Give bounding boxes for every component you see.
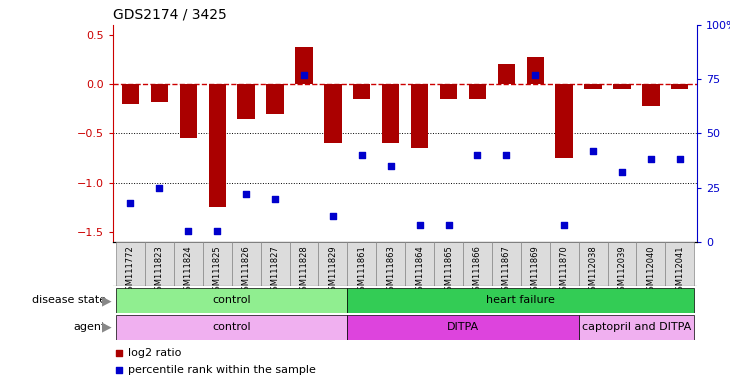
Text: DITPA: DITPA (447, 322, 479, 333)
Point (587, 148, 599, 154)
Text: ▶: ▶ (102, 294, 112, 307)
Bar (237, 84, 255, 119)
FancyBboxPatch shape (116, 288, 347, 313)
FancyBboxPatch shape (318, 242, 347, 286)
Bar (296, 47, 312, 84)
Text: heart failure: heart failure (486, 295, 556, 306)
FancyBboxPatch shape (492, 242, 520, 286)
Point (501, 152, 512, 158)
Text: GSM111827: GSM111827 (271, 245, 280, 296)
Bar (440, 84, 457, 99)
FancyBboxPatch shape (376, 242, 405, 286)
FancyBboxPatch shape (405, 242, 434, 286)
Bar (411, 84, 429, 148)
FancyBboxPatch shape (174, 242, 203, 286)
FancyBboxPatch shape (579, 242, 607, 286)
Point (269, 195, 281, 202)
Point (558, 222, 570, 228)
Text: GSM112038: GSM112038 (588, 245, 598, 296)
Text: GSM111870: GSM111870 (560, 245, 569, 296)
Bar (324, 84, 342, 143)
Bar (613, 84, 631, 89)
Bar (526, 56, 544, 84)
Point (212, 228, 223, 234)
Point (616, 169, 628, 175)
Point (674, 156, 685, 162)
Text: ▶: ▶ (102, 321, 112, 334)
Point (453, 149, 464, 155)
FancyBboxPatch shape (231, 242, 261, 286)
FancyBboxPatch shape (290, 242, 318, 286)
Point (472, 152, 483, 158)
Text: GSM111824: GSM111824 (184, 245, 193, 296)
Point (385, 163, 396, 169)
Text: GDS2174 / 3425: GDS2174 / 3425 (113, 7, 227, 21)
FancyBboxPatch shape (261, 242, 290, 286)
Text: agent: agent (74, 322, 106, 333)
Bar (498, 65, 515, 84)
Point (356, 152, 368, 158)
Point (414, 222, 426, 228)
Text: GSM111823: GSM111823 (155, 245, 164, 296)
Text: GSM111865: GSM111865 (444, 245, 453, 296)
Bar (266, 84, 284, 114)
Bar (585, 84, 602, 89)
FancyBboxPatch shape (145, 242, 174, 286)
Bar (122, 84, 139, 104)
FancyBboxPatch shape (347, 315, 579, 340)
Point (182, 228, 194, 234)
Text: GSM111867: GSM111867 (502, 245, 511, 296)
FancyBboxPatch shape (347, 242, 376, 286)
Bar (671, 84, 688, 89)
Text: captopril and DITPA: captopril and DITPA (582, 322, 691, 333)
Text: disease state: disease state (31, 295, 106, 306)
FancyBboxPatch shape (550, 242, 579, 286)
Bar (150, 84, 168, 102)
Text: control: control (212, 322, 251, 333)
Text: GSM111828: GSM111828 (299, 245, 309, 296)
FancyBboxPatch shape (520, 242, 550, 286)
Point (645, 156, 657, 162)
Text: GSM111772: GSM111772 (126, 245, 135, 296)
Point (125, 200, 137, 206)
Bar (556, 84, 573, 158)
Text: GSM111863: GSM111863 (386, 245, 395, 296)
Text: GSM111864: GSM111864 (415, 245, 424, 296)
Text: percentile rank within the sample: percentile rank within the sample (128, 365, 315, 375)
Point (153, 185, 165, 191)
Point (327, 213, 339, 219)
Bar (353, 84, 370, 99)
FancyBboxPatch shape (637, 242, 665, 286)
FancyBboxPatch shape (203, 242, 231, 286)
Bar (642, 84, 660, 106)
Text: GSM111861: GSM111861 (357, 245, 366, 296)
Bar (469, 84, 486, 99)
Point (453, 302, 464, 308)
FancyBboxPatch shape (116, 315, 347, 340)
Text: GSM111825: GSM111825 (212, 245, 222, 296)
Bar (382, 84, 399, 143)
Text: control: control (212, 295, 251, 306)
FancyBboxPatch shape (347, 288, 694, 313)
FancyBboxPatch shape (579, 315, 694, 340)
FancyBboxPatch shape (607, 242, 637, 286)
Point (442, 222, 454, 228)
Text: GSM111829: GSM111829 (328, 245, 337, 296)
Bar (209, 84, 226, 207)
Text: GSM111869: GSM111869 (531, 245, 539, 296)
FancyBboxPatch shape (665, 242, 694, 286)
Point (529, 72, 541, 78)
FancyBboxPatch shape (116, 242, 145, 286)
Text: GSM112040: GSM112040 (646, 245, 656, 296)
Point (240, 191, 252, 197)
Point (298, 72, 310, 78)
Text: GSM111866: GSM111866 (473, 245, 482, 296)
Text: GSM112041: GSM112041 (675, 245, 684, 296)
Text: log2 ratio: log2 ratio (128, 348, 181, 358)
Text: GSM112039: GSM112039 (618, 245, 626, 296)
FancyBboxPatch shape (434, 242, 463, 286)
Text: GSM111826: GSM111826 (242, 245, 250, 296)
FancyBboxPatch shape (463, 242, 492, 286)
Bar (180, 84, 197, 138)
